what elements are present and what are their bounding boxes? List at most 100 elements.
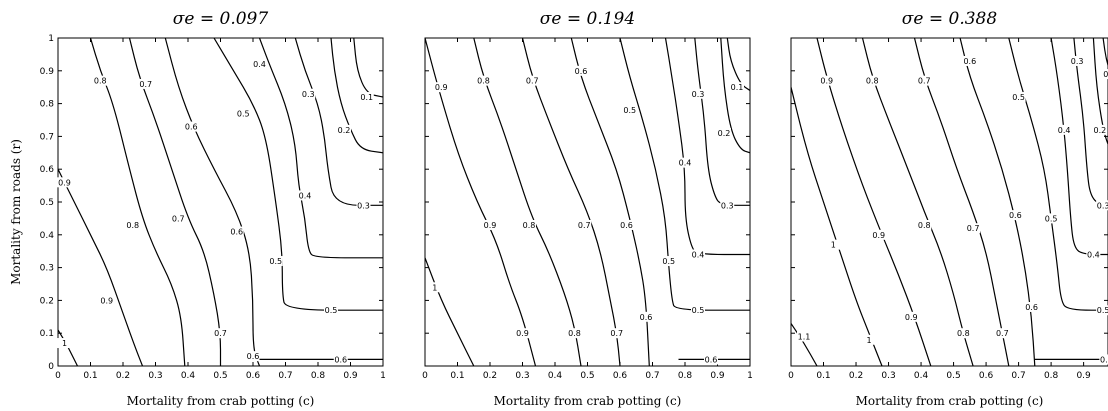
contour-level-label: 0.6 [705,355,718,364]
contour-label-bg [229,226,244,237]
contour-label-bg [1008,210,1023,221]
contour-level-label: 0.5 [1045,214,1058,223]
contour-level-label: 0.4 [253,60,266,69]
panel-title: σe = 0.194 [540,9,635,29]
contour-label-bg [515,328,530,339]
y-tick-label: 0.1 [40,329,54,339]
contour-label-bg [356,200,371,211]
contour-line [861,38,974,366]
contour-level-label: 0.6 [575,67,588,76]
contour-level-label: 0.8 [94,77,107,86]
x-tick-label: 0.4 [548,371,563,381]
contour-label-bg [57,338,72,349]
contour-label-bg [1092,124,1107,135]
contour-label-bg [917,75,932,86]
x-tick-label: 0.5 [580,371,594,381]
contour-line [816,38,932,366]
contour-level-label: 0.5 [623,106,636,115]
contour-label-bg [483,219,497,230]
y-axis-label: Mortality from roads (r) [9,139,23,285]
contour-line [694,38,750,206]
x-tick-label: 0.5 [946,371,960,381]
contour-level-label: 0.4 [692,250,705,259]
contour-label-bg [904,311,919,322]
contour-label-bg [125,219,140,230]
x-axis-label: Mortality from crab potting (c) [494,394,682,408]
contour-level-label: 0.7 [967,224,980,233]
plot-frame [424,37,751,367]
contour-label-bg [301,88,316,99]
contour-line [913,38,1010,366]
contour-line [58,168,144,366]
y-tick-label: 0 [48,362,54,372]
contour-level-label: 0.2 [338,126,351,135]
x-tick-label: 0.8 [678,371,693,381]
contour-level-label: 0.7 [610,329,623,338]
y-tick-label: 1 [48,34,54,44]
contour-level-label: 1 [62,339,67,348]
y-tick-label: 0.9 [40,67,55,77]
contour-label-bg [93,75,108,86]
x-tick-label: 0.3 [515,371,529,381]
contour-label-bg [1024,301,1039,312]
contour-label-bg [236,108,251,119]
contour-line [353,38,383,98]
x-tick-label: 0.8 [1044,371,1059,381]
contour-level-label: 0.7 [578,221,591,230]
x-tick-label: 0.2 [849,371,863,381]
y-tick-label: 0.6 [40,165,55,175]
contour-level-label: 0.7 [918,77,931,86]
contour-level-label: 1.1 [798,332,811,341]
contour-label-bg [862,334,877,345]
contour-label-bg [1057,124,1072,135]
contour-line [258,38,383,259]
panel-title: σe = 0.388 [902,9,998,29]
contour-label-bg [324,305,338,316]
x-tick-label: 0.1 [450,371,464,381]
panel-title: σe = 0.097 [173,9,269,29]
contour-label-bg [797,331,812,342]
contour-level-label: 0.2 [718,129,731,138]
contour-label-bg [678,157,692,168]
y-tick-label: 0.7 [40,132,54,142]
contour-label-bg [1096,305,1108,316]
contour-label-bg [138,78,153,89]
contour-level-label: 0.8 [477,77,490,86]
panel-sigma-0388: σe = 0.388 0 0.1 0.2 0.3 0.4 0.5 0.6 0.7 0.8 0.9 Mo… [788,9,1108,408]
contour-label-bg [184,121,199,132]
contour-label-bg [298,190,312,201]
contour-line [330,38,383,154]
contour-line [128,38,222,366]
contour-line [720,38,750,154]
x-tick-label: 0 [788,371,794,381]
contour-label-bg [639,311,653,322]
contour-level-label: 0.6 [620,221,633,230]
contour-label-bg [359,92,374,103]
contour-level-label: 0.3 [1097,201,1108,210]
contour-level-label: 0.5 [692,306,705,315]
contour-line [959,38,1036,366]
contour-line [1008,38,1108,311]
x-tick-label: 0.5 [213,371,227,381]
contour-label-bg [252,59,267,70]
contour-label-bg [427,282,442,293]
contour-label-bg [525,75,540,86]
contour-label-bg [1086,249,1101,260]
x-tick-label: 0.9 [1076,371,1091,381]
contour-label-bg [246,351,260,362]
contour-label-bg [962,55,977,66]
x-tick-label: 0.8 [311,371,326,381]
contour-label-bg [995,328,1010,339]
contour-level-label: 0.9 [820,77,833,86]
contour-label-bg [819,75,834,86]
x-tick-label: 0.3 [148,371,162,381]
contour-line [791,87,883,366]
contour-label-bg [1070,55,1085,66]
contour-label-bg [717,128,731,139]
contour-label-bg [691,249,705,260]
contour-level-label: 0.7 [172,214,185,223]
y-tick-label: 0.3 [40,264,54,274]
contour-level-label: 0.4 [1058,126,1071,135]
x-tick-label: 0 [55,371,61,381]
contour-level-label: 0.9 [872,231,885,240]
